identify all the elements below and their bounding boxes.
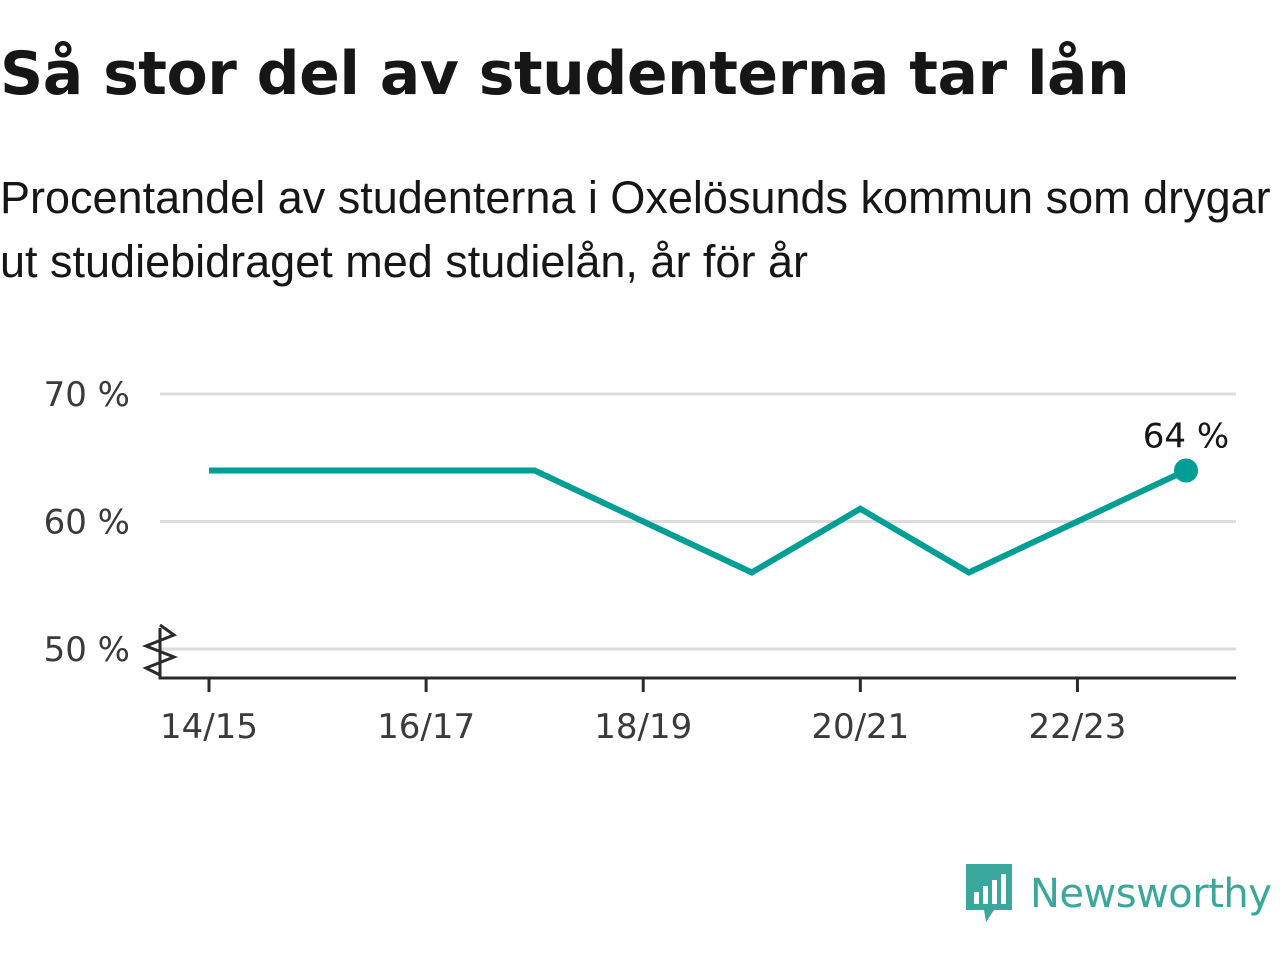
end-value-label: 64 % xyxy=(1143,417,1229,457)
x-tick-label: 18/19 xyxy=(594,707,692,747)
y-axis-labels: 50 % 60 % 70 % xyxy=(44,375,130,670)
x-axis-line xyxy=(158,628,1236,680)
axis-break-zigzag xyxy=(141,623,179,677)
gridlines xyxy=(160,392,1236,651)
y-tick-label: 60 % xyxy=(44,503,130,543)
series-layer xyxy=(209,458,1198,576)
end-point-marker xyxy=(1174,458,1198,483)
axis-break-icon xyxy=(141,623,179,677)
line-chart: 14/15 16/17 18/19 20/21 22/23 50 % 60 % 70 % 6… xyxy=(44,375,1236,747)
y-tick-label: 50 % xyxy=(44,630,130,670)
y-tick-label: 70 % xyxy=(44,375,130,415)
brand-name: Newsworthy xyxy=(1030,871,1272,917)
x-axis: 14/15 16/17 18/19 20/21 22/23 xyxy=(158,628,1236,747)
x-tick-label: 14/15 xyxy=(160,707,258,747)
newsworthy-logo-icon xyxy=(966,864,1012,922)
series-line xyxy=(209,467,1188,576)
brand-logo: Newsworthy xyxy=(964,862,1272,926)
x-tick-label: 22/23 xyxy=(1028,707,1126,747)
x-tick-label: 16/17 xyxy=(377,707,475,747)
chart-title: Så stor del av studenterna tar lån xyxy=(0,39,1130,109)
chart-subtitle: Procentandel av studenterna i Oxelösunds… xyxy=(0,172,1271,287)
x-tick-label: 20/21 xyxy=(811,707,909,747)
